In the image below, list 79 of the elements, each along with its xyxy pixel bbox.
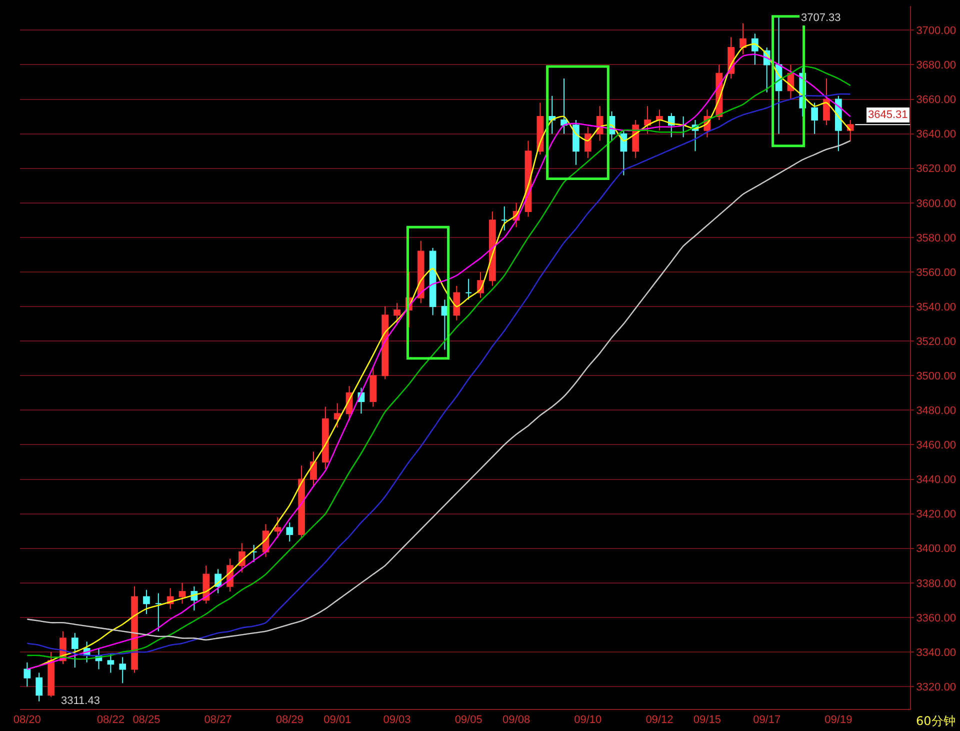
candlestick [250, 544, 258, 563]
x-tick-label: 09/10 [574, 714, 602, 726]
y-tick-label: 3660.00 [916, 94, 956, 106]
candlestick [584, 126, 592, 158]
y-tick-label: 3480.00 [916, 405, 956, 418]
x-tick-label: 09/03 [383, 714, 411, 726]
candlestick [644, 106, 651, 134]
candlestick [394, 302, 400, 324]
candlestick [334, 402, 341, 428]
y-tick-label: 3380.00 [916, 578, 956, 590]
x-tick-label: 09/01 [324, 714, 352, 726]
y-tick-label: 3540.00 [916, 301, 956, 314]
candlestick [632, 120, 640, 158]
candlestick [71, 632, 78, 668]
x-tick-label: 09/12 [646, 714, 674, 726]
candlestick [429, 247, 436, 316]
text: 60分钟 [916, 714, 956, 728]
x-tick-label: 08/25 [132, 714, 160, 726]
candlestick [489, 211, 496, 286]
candlestick [560, 78, 568, 134]
candlestick [48, 652, 54, 698]
candlestick [154, 592, 162, 632]
candlestick [620, 130, 628, 176]
annotation: 3707.33 [801, 12, 841, 24]
candlestick [536, 102, 544, 156]
candlestick [417, 240, 424, 304]
candlestick [500, 206, 508, 232]
x-tick-label: 09/05 [454, 714, 482, 726]
candlestick [143, 589, 150, 614]
candlestick [811, 102, 818, 134]
candlestick [24, 662, 31, 688]
annotation: 3311.43 [61, 695, 100, 707]
y-tick-label: 3600.00 [916, 198, 956, 210]
y-tick-label: 3440.00 [916, 474, 956, 486]
candlestick [572, 120, 580, 166]
x-tick-label: 08/22 [96, 714, 124, 726]
y-tick-label: 3520.00 [916, 336, 956, 348]
candlestick [286, 522, 294, 542]
y-tick-label: 3360.00 [916, 612, 956, 624]
candlestick [107, 653, 114, 674]
candlestick [453, 285, 460, 321]
x-tick-label: 09/19 [824, 714, 852, 726]
candlestick [656, 109, 663, 131]
y-tick-label: 3580.00 [916, 232, 956, 244]
candlestick [382, 306, 388, 380]
y-tick-label: 3700.00 [916, 25, 956, 38]
candlestick [298, 464, 305, 538]
candlestick [465, 278, 472, 300]
x-tick-label: 09/17 [753, 714, 781, 726]
y-tick-label: 3680.00 [916, 60, 956, 72]
x-tick-label: 08/20 [13, 714, 41, 726]
candlestick [119, 656, 126, 684]
y-tick-label: 3340.00 [916, 646, 956, 659]
candlestick [823, 78, 830, 126]
y-tick-label: 3560.00 [916, 266, 956, 279]
candlestick [36, 672, 43, 702]
x-tick-label: 09/08 [502, 714, 530, 726]
y-tick-label: 3500.00 [916, 370, 956, 382]
y-tick-label: 3320.00 [916, 681, 956, 694]
x-tick-label: 09/15 [693, 714, 721, 726]
x-tick-label: 08/29 [276, 714, 304, 726]
candlestick [370, 366, 377, 408]
candlestick [310, 451, 317, 487]
candlestick [274, 516, 282, 538]
y-tick-label: 3420.00 [916, 508, 956, 521]
candlestick [441, 299, 448, 350]
candlestick [548, 95, 556, 134]
candlestick [740, 22, 746, 55]
candlestick [322, 406, 329, 470]
ref-line-label: 3645.31 [868, 109, 908, 121]
y-tick-label: 3640.00 [916, 128, 956, 141]
candlestick [202, 565, 210, 604]
candlestick [178, 582, 186, 604]
y-tick-label: 3400.00 [916, 543, 956, 556]
candlestick [751, 33, 758, 66]
y-tick-label: 3460.00 [916, 440, 956, 452]
y-tick-label: 3620.00 [916, 163, 956, 176]
x-tick-label: 08/27 [204, 714, 232, 726]
candlestick [846, 120, 854, 142]
